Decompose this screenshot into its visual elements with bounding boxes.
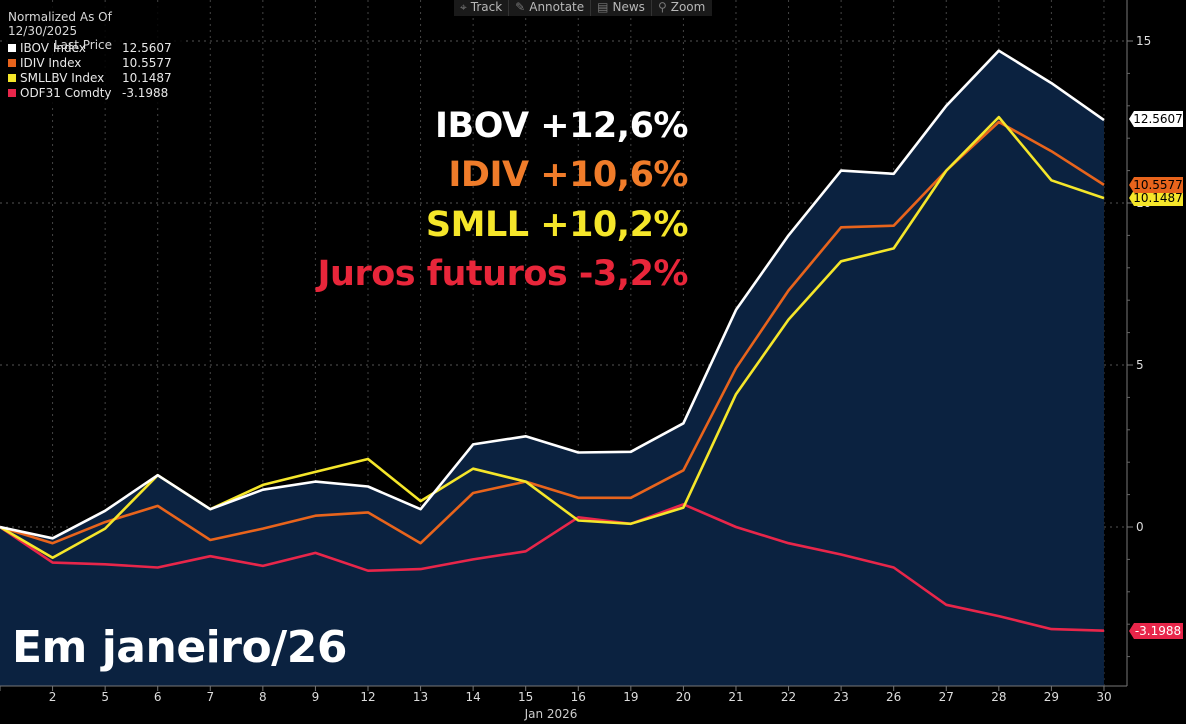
last-value-tag: -3.1988 (1129, 623, 1183, 639)
legend-item-idiv[interactable]: IDIV Index 10.5577 (8, 56, 172, 70)
last-value-tag-text: -3.1988 (1135, 624, 1181, 638)
headline-juros: Juros futuros -3,2% (317, 254, 689, 294)
series-line-idiv (0, 120, 1105, 545)
x-tick-label: 28 (991, 690, 1006, 704)
last-value-tag-bg (1129, 623, 1183, 639)
x-tick-label: 29 (1044, 690, 1059, 704)
x-tick-label: 22 (781, 690, 796, 704)
last-value-tag-bg (1129, 177, 1183, 193)
legend-item-odf31[interactable]: ODF31 Comdty -3.1988 (8, 86, 168, 100)
zoom-button[interactable]: ⚲ Zoom (652, 0, 711, 16)
y-axis: 051015 (1126, 0, 1151, 686)
legend-item-name: IDIV Index (20, 56, 82, 70)
x-tick-label: 20 (676, 690, 691, 704)
magnifier-icon: ⚲ (657, 0, 667, 14)
period-caption: Em janeiro/26 (12, 622, 347, 673)
legend-swatch (8, 74, 16, 82)
track-button[interactable]: ⌖ Track (454, 0, 510, 16)
news-label: News (612, 0, 645, 14)
y-tick-label: 5 (1136, 358, 1144, 372)
last-value-tag-text: 10.5577 (1133, 178, 1183, 192)
legend-header-title: Normalized As Of 12/30/2025 (8, 10, 112, 38)
last-value-tag-text: 12.5607 (1133, 112, 1183, 126)
x-tick-label: 2 (49, 690, 57, 704)
x-axis: 2 5 6 7 8 9 12 13 14 15 16 19 20 21 22 23 26 27 28 29 30 Jan … (0, 685, 1127, 721)
headline-smll: SMLL +10,2% (425, 205, 689, 245)
legend-item-name: SMLLBV Index (20, 71, 105, 85)
x-tick-label: 5 (101, 690, 109, 704)
pencil-icon: ✎ (515, 0, 526, 14)
x-tick-label: 12 (360, 690, 375, 704)
x-tick-label: 14 (465, 690, 480, 704)
y-tick-label: 15 (1136, 34, 1151, 48)
x-axis-title: Jan 2026 (524, 707, 578, 721)
legend-swatch (8, 59, 16, 67)
legend-item-smllbv[interactable]: SMLLBV Index 10.1487 (8, 71, 172, 85)
zoom-label: Zoom (670, 0, 706, 14)
last-value-tag-bg (1129, 190, 1183, 206)
x-tick-label: 23 (833, 690, 848, 704)
crosshair-icon: ⌖ (460, 0, 467, 14)
y-tick-label: 0 (1136, 520, 1144, 534)
legend-item-value: 10.1487 (122, 71, 172, 85)
x-tick-label: 7 (206, 690, 214, 704)
news-icon: ▤ (597, 0, 609, 14)
series-line-odf31 (0, 502, 1105, 632)
x-tick-label: 26 (886, 690, 901, 704)
x-tick-label: 16 (571, 690, 586, 704)
legend-item-name: IBOV Index (20, 41, 86, 55)
legend-header: Normalized As Of 12/30/2025 Last Price (8, 10, 182, 52)
track-label: Track (470, 0, 503, 14)
x-tick-label: 19 (623, 690, 638, 704)
series-line-ibov (0, 49, 1105, 540)
headline-ibov: IBOV +12,6% (434, 106, 689, 146)
x-tick-label: 13 (413, 690, 428, 704)
x-tick-label: 15 (518, 690, 533, 704)
last-value-tag: 12.5607 (1129, 111, 1183, 127)
series-lines (0, 49, 1105, 632)
headline-idiv: IDIV +10,6% (448, 155, 688, 195)
last-value-tag-text: 10.1487 (1133, 191, 1183, 205)
last-value-tag: 10.5577 (1129, 177, 1183, 193)
x-tick-label: 9 (312, 690, 320, 704)
legend-item-ibov[interactable]: IBOV Index 12.5607 (8, 41, 172, 55)
legend-swatch (8, 44, 16, 52)
x-tick-label: 8 (259, 690, 267, 704)
x-tick-label: 21 (728, 690, 743, 704)
ibov-area-fill (0, 50, 1104, 686)
chart-toolbar: ⌖ Track ✎ Annotate ▤ News ⚲ Zoom (454, 0, 712, 16)
annotate-label: Annotate (529, 0, 585, 14)
news-button[interactable]: ▤ News (591, 0, 652, 16)
x-tick-label: 27 (939, 690, 954, 704)
legend-header-subtitle: Last Price (53, 38, 113, 52)
legend-item-value: 12.5607 (122, 41, 172, 55)
legend: Normalized As Of 12/30/2025 Last Price I… (4, 6, 186, 104)
x-tick-label: 6 (154, 690, 162, 704)
x-tick-label: 30 (1096, 690, 1111, 704)
last-value-tag: 10.1487 (1129, 190, 1183, 206)
legend-swatch (8, 89, 16, 97)
legend-item-name: ODF31 Comdty (20, 86, 112, 100)
annotate-button[interactable]: ✎ Annotate (509, 0, 592, 16)
legend-item-value: -3.1988 (122, 86, 169, 100)
legend-item-value: 10.5577 (122, 56, 172, 70)
last-value-tag-bg (1129, 111, 1183, 127)
